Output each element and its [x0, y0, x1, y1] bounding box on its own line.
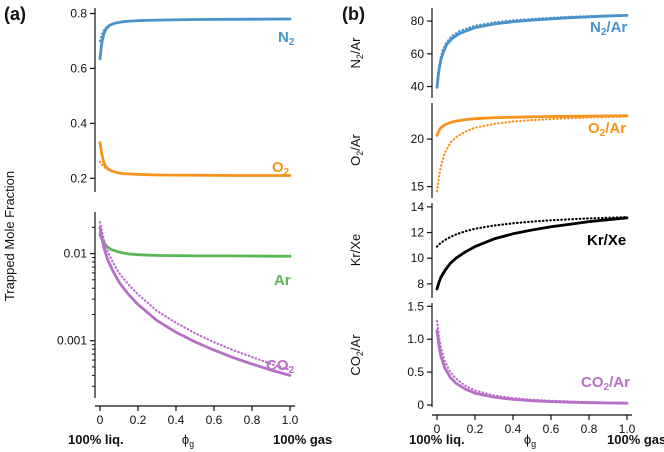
x-tick-label: 0.2 — [130, 413, 147, 427]
series-line-kr-xe-dotted- — [435, 216, 629, 248]
panel-b-label: (b) — [342, 4, 365, 24]
y-axis-label-b_n2ar: N2/Ar — [348, 37, 365, 69]
series-line-co2-ar-dotted- — [435, 319, 629, 404]
panel-b-xlabel-phi: ϕg — [524, 432, 536, 449]
x-tick-label: 0.8 — [244, 413, 261, 427]
x-tick-label: 0 — [434, 422, 441, 436]
y-tick-label: 1.5 — [407, 299, 424, 313]
y-tick-label: 60 — [411, 47, 425, 61]
series-line-o2-dotted- — [98, 160, 292, 177]
y-tick-label: 15 — [411, 180, 425, 194]
y-tick-label: 0.01 — [64, 247, 88, 261]
panel-b-xlabel-right: 100% gas — [607, 432, 664, 447]
series-line-ar — [98, 233, 292, 258]
x-tick-label: 1.0 — [619, 422, 636, 436]
y-tick-label: 0.5 — [407, 365, 424, 379]
y-tick-label: 80 — [411, 14, 425, 28]
x-tick-label: 0 — [97, 413, 104, 427]
y-tick-label: 20 — [411, 132, 425, 146]
series-line-co2-ar — [435, 329, 629, 405]
y-tick-label: 0.6 — [70, 61, 87, 75]
x-tick-label: 0.4 — [168, 413, 185, 427]
series-line-o2 — [98, 141, 292, 177]
panel-a-label: (a) — [4, 4, 26, 24]
series-line-n2-ar-dotted- — [435, 13, 629, 85]
y-tick-label: 0 — [417, 398, 424, 412]
chart-b_o2ar: 15 20 O2/Ar O2/Ar — [348, 103, 629, 198]
series-line-co2 — [98, 225, 292, 377]
y-tick-label: 0.8 — [70, 6, 87, 20]
x-tick-label: 0.8 — [581, 422, 598, 436]
series-label-o2-ar: O2/Ar — [588, 120, 626, 139]
series-line-n2 — [98, 17, 292, 61]
series-line-o2-ar — [435, 114, 629, 137]
y-tick-label: 12 — [411, 226, 425, 240]
panel-a-xlabel-left: 100% liq. — [68, 432, 124, 447]
panel-a-xlabel-right: 100% gas — [273, 432, 332, 447]
x-tick-label: 0.2 — [467, 422, 484, 436]
y-axis-label-b_o2ar: O2/Ar — [348, 133, 365, 165]
y-tick-label: 0.001 — [57, 334, 87, 348]
series-label-kr-xe: Kr/Xe — [587, 232, 626, 249]
chart-b_n2ar: 40 60 80 N2/Ar N2/Ar — [348, 8, 629, 98]
chart-a_upper: 0.2 0.4 0.6 0.8 N2 O2 — [70, 6, 295, 192]
series-line-ar-dotted- — [98, 231, 292, 257]
series-line-kr-xe — [435, 216, 629, 291]
y-tick-label: 14 — [411, 200, 425, 214]
y-tick-label: 1.0 — [407, 332, 424, 346]
y-axis-label-b_co2ar: CO2/Ar — [348, 334, 365, 376]
y-tick-label: 0.4 — [70, 116, 87, 130]
x-tick-label: 0.6 — [543, 422, 560, 436]
x-tick-label: 0.4 — [505, 422, 522, 436]
y-tick-label: 40 — [411, 80, 425, 94]
panel-a-ylabel: Trapped Mole Fraction — [2, 171, 17, 301]
y-tick-label: 0.2 — [70, 171, 87, 185]
series-label-ar: Ar — [274, 272, 291, 289]
series-label-co2-ar: CO2/Ar — [581, 374, 630, 393]
series-line-o2-ar-dotted- — [435, 115, 629, 193]
series-label-n2: N2 — [278, 29, 295, 48]
x-tick-label: 1.0 — [282, 413, 299, 427]
y-axis-label-b_krxe: Kr/Xe — [348, 234, 363, 267]
y-tick-label: 8 — [417, 277, 424, 291]
series-line-n2-dotted- — [98, 17, 292, 43]
series-line-co2-dotted- — [98, 221, 292, 372]
plots-group: 0.2 0.4 0.6 0.8 N2 O2 0.001 0.01 0 0.2 0.4 0.6 0.8 1.… — [57, 6, 636, 436]
series-label-o2: O2 — [272, 159, 290, 178]
series-label-n2-ar: N2/Ar — [590, 19, 627, 38]
panel-b-xlabel-left: 100% liq. — [409, 432, 465, 447]
y-tick-label: 10 — [411, 251, 425, 265]
panel-a-xlabel-phi: ϕg — [182, 432, 194, 449]
x-tick-label: 0.6 — [206, 413, 223, 427]
chart-b_krxe: 8 10 12 14 Kr/Xe Kr/Xe — [348, 200, 629, 298]
chart-b_co2ar: 0 0.5 1.0 1.5 0 0.2 0.4 0.6 0.8 1.0 CO2/Ar CO2/Ar — [348, 299, 636, 436]
